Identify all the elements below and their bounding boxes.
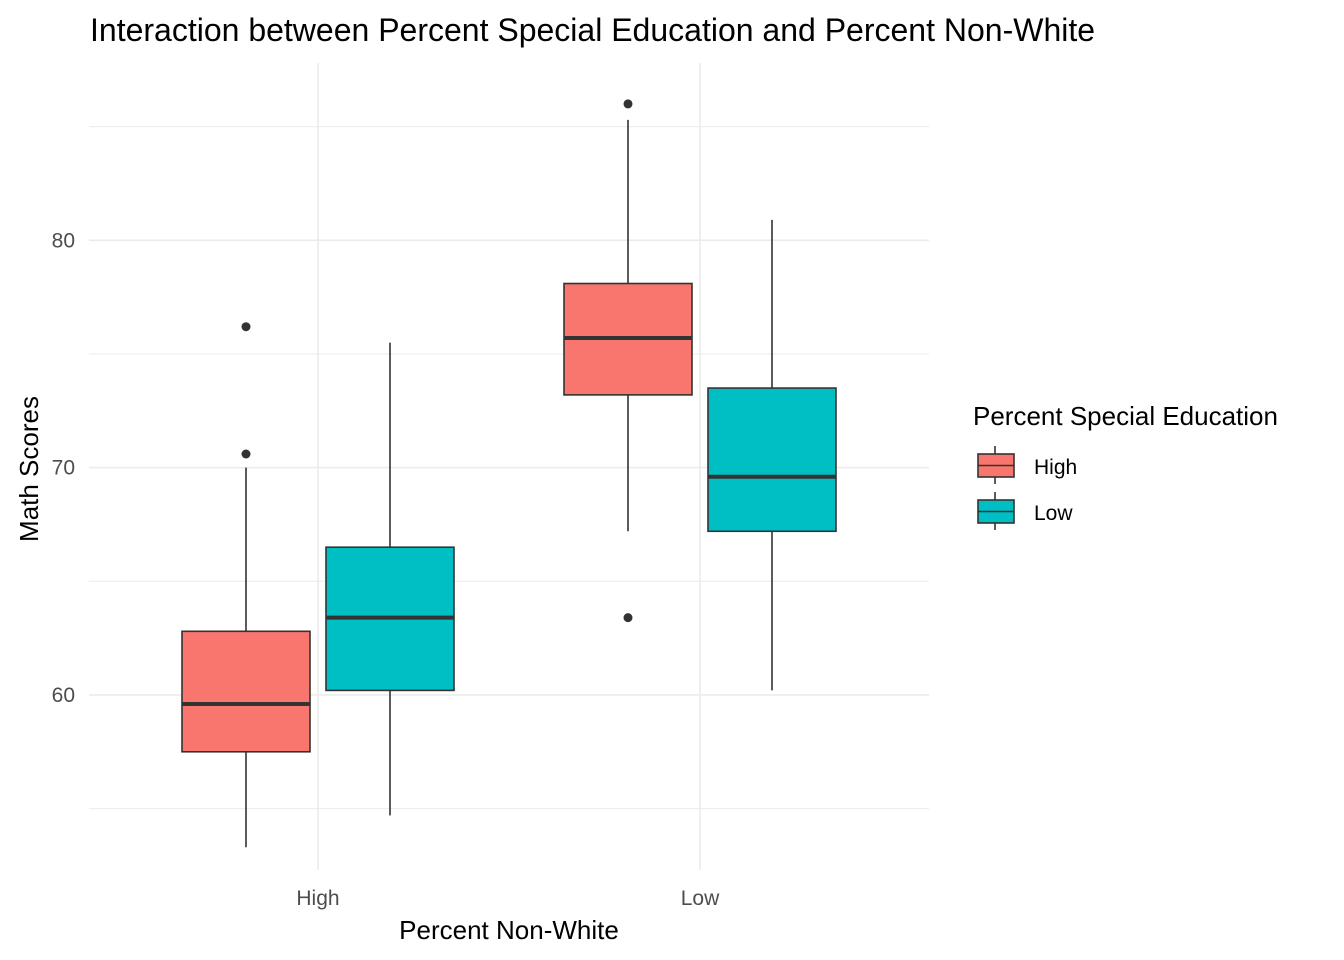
legend-item-low: Low <box>977 492 1073 530</box>
boxplot-high-low <box>563 99 693 623</box>
y-axis-title: Math Scores <box>14 396 44 542</box>
x-axis-title: Percent Non-White <box>399 915 619 945</box>
legend-label: Low <box>1034 502 1073 525</box>
boxplot-high-high <box>181 322 311 848</box>
x-tick-label: Low <box>681 887 720 910</box>
outlier-point <box>241 322 251 332</box>
chart-title: Interaction between Percent Special Educ… <box>90 12 1095 48</box>
y-tick-label: 80 <box>52 229 75 252</box>
y-tick-label: 60 <box>52 684 75 707</box>
box-iqr <box>707 387 837 533</box>
outlier-point <box>241 449 251 459</box>
y-tick-label: 70 <box>52 457 75 480</box>
boxplot-low-low <box>707 219 837 691</box>
legend-item-high: High <box>977 446 1077 484</box>
legend-title: Percent Special Education <box>973 401 1278 431</box>
axis-layer: 60 70 80 High Low <box>52 229 720 910</box>
legend: Percent Special Education High Low <box>973 401 1278 530</box>
boxplot-low-high <box>325 342 455 816</box>
outlier-point <box>623 613 633 623</box>
outlier-point <box>623 99 633 109</box>
boxes-layer <box>181 99 837 848</box>
legend-items: High Low <box>977 446 1077 530</box>
x-tick-label: High <box>296 887 339 910</box>
box-iqr <box>181 630 311 753</box>
legend-label: High <box>1034 456 1077 479</box>
